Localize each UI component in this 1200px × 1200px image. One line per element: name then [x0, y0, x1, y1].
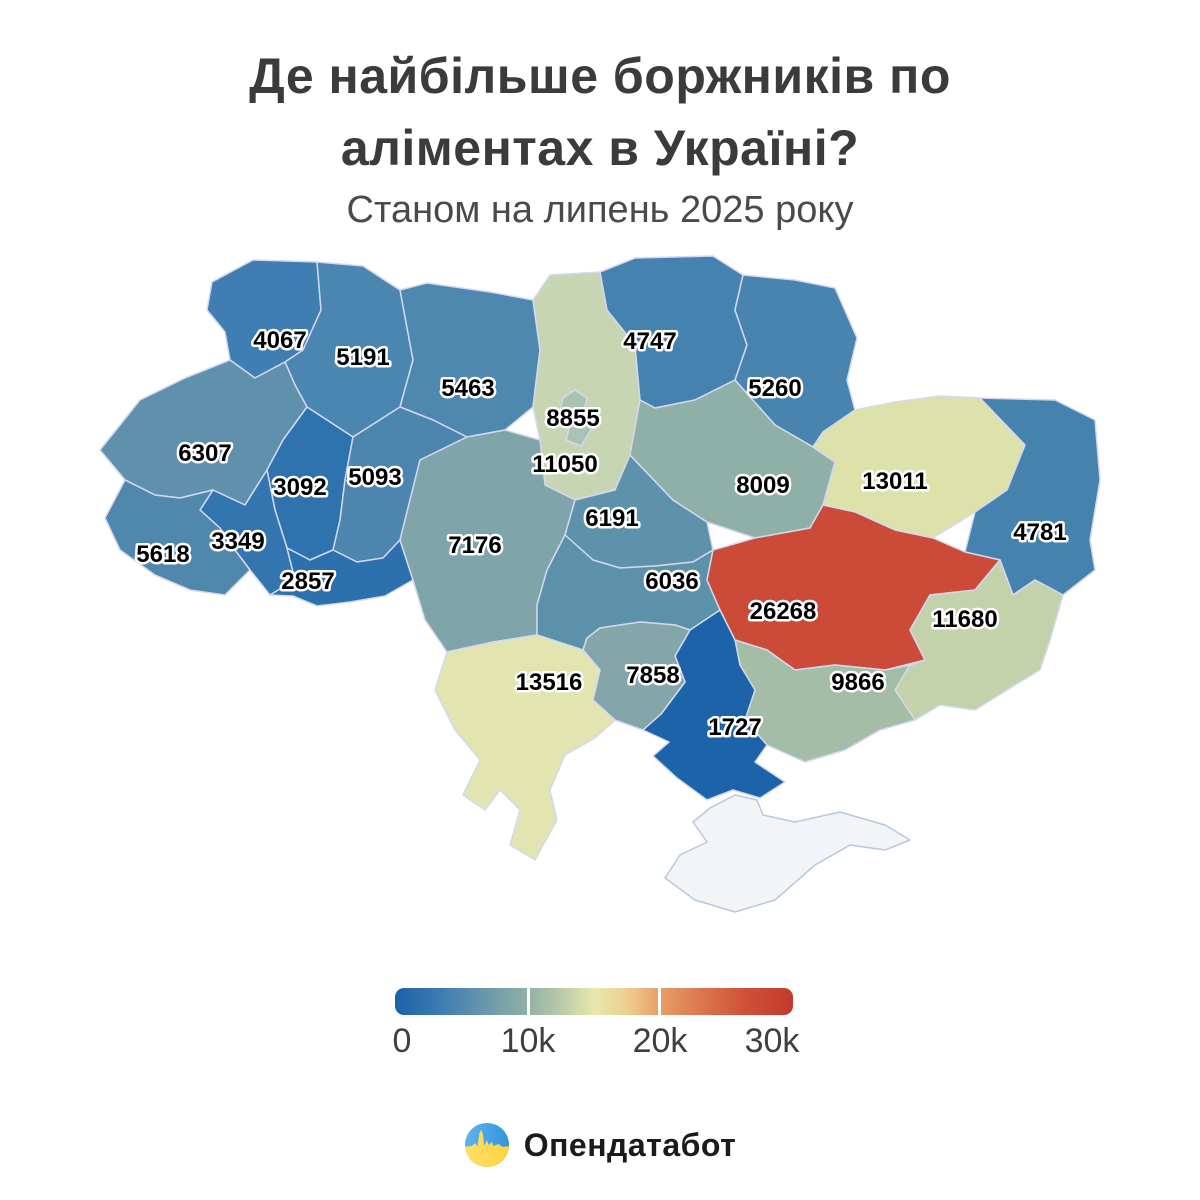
region-label-vinnytsia: 7176 [448, 532, 501, 559]
region-label-khmelnytskyi: 5093 [348, 464, 401, 491]
region-label-mykolaiv: 7858 [626, 662, 679, 689]
region-label-chernihiv: 4747 [623, 328, 676, 355]
region-odesa [434, 634, 616, 861]
title-block: Де найбільше боржників по аліментах в Ук… [0, 40, 1200, 236]
legend-tick-label-0: 0 [392, 1022, 412, 1060]
region-label-cherkasy: 6191 [585, 505, 638, 532]
brand-name: Опендатабот [523, 1126, 737, 1163]
region-zhytomyr [399, 282, 541, 438]
region-label-rivne: 5191 [336, 344, 389, 371]
region-label-lviv: 6307 [178, 440, 231, 467]
region-label-chernivtsi: 2857 [281, 568, 334, 595]
region-label-kherson: 1727 [708, 714, 761, 741]
color-scale-legend: 0 10k 20k 30k [0, 980, 1200, 1090]
region-crimea-no-data [664, 794, 911, 913]
region-label-volyn: 4067 [253, 327, 306, 354]
legend-tick-label-30k: 30k [744, 1022, 800, 1060]
region-zakarpattia [104, 479, 251, 596]
region-label-kyiv-city: 8855 [546, 405, 599, 432]
page-subtitle: Станом на липень 2025 року [346, 189, 854, 231]
ukraine-choropleth-map: 4067 5191 5463 8855 11050 4747 5260 6307… [95, 250, 1105, 940]
page-title-line2: аліментах в Україні? [340, 120, 860, 176]
region-label-dnipro: 26268 [750, 598, 817, 625]
region-label-luhansk: 4781 [1013, 519, 1066, 546]
region-label-zhytomyr: 5463 [441, 375, 494, 402]
legend-tick-label-10k: 10k [500, 1022, 556, 1060]
region-label-kharkiv: 13011 [862, 468, 927, 495]
region-label-kyiv-oblast: 11050 [532, 451, 597, 478]
legend-tick-line-20k [658, 988, 661, 1015]
legend-tick-label-20k: 20k [632, 1022, 688, 1060]
region-label-donetsk: 11680 [932, 606, 997, 633]
region-label-poltava: 8009 [736, 472, 789, 499]
legend-tick-line-10k [527, 988, 530, 1015]
region-label-kirovohrad: 6036 [645, 568, 698, 595]
region-donetsk [894, 559, 1064, 721]
region-label-zakarpattia: 5618 [136, 541, 189, 568]
region-label-ternopil: 3092 [273, 474, 326, 501]
region-chernivtsi [269, 539, 414, 607]
region-label-zaporizhzhia: 9866 [831, 669, 884, 696]
opendatabot-logo-icon [464, 1122, 509, 1168]
region-kyiv-city [559, 389, 593, 447]
region-label-ivano-frankivsk: 3349 [211, 528, 264, 555]
region-label-sumy: 5260 [748, 375, 801, 402]
footer-brand: Опендатабот [0, 1122, 1200, 1168]
legend-gradient-bar [395, 988, 793, 1015]
region-label-odesa: 13516 [516, 669, 583, 696]
page-title-line1: Де найбільше боржників по [249, 48, 951, 104]
